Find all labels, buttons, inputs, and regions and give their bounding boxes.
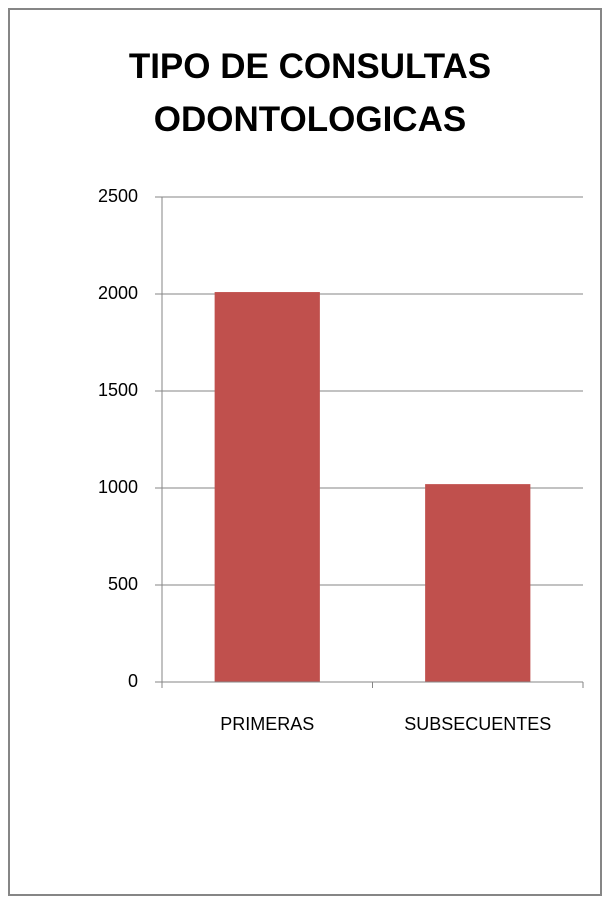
y-tick-label: 2000 bbox=[98, 283, 138, 303]
x-tick-label: PRIMERAS bbox=[220, 714, 314, 734]
chart-title: TIPO DE CONSULTAS ODONTOLOGICAS bbox=[128, 47, 492, 139]
y-tick-label: 1000 bbox=[98, 477, 138, 497]
y-tick-label: 0 bbox=[128, 671, 138, 691]
chart-frame bbox=[8, 8, 602, 896]
y-tick-label: 500 bbox=[108, 574, 138, 594]
y-tick-label: 1500 bbox=[98, 380, 138, 400]
bar bbox=[425, 484, 531, 682]
x-tick-label: SUBSECUENTES bbox=[404, 714, 551, 734]
bar bbox=[214, 292, 320, 682]
y-tick-label: 2500 bbox=[98, 186, 138, 206]
